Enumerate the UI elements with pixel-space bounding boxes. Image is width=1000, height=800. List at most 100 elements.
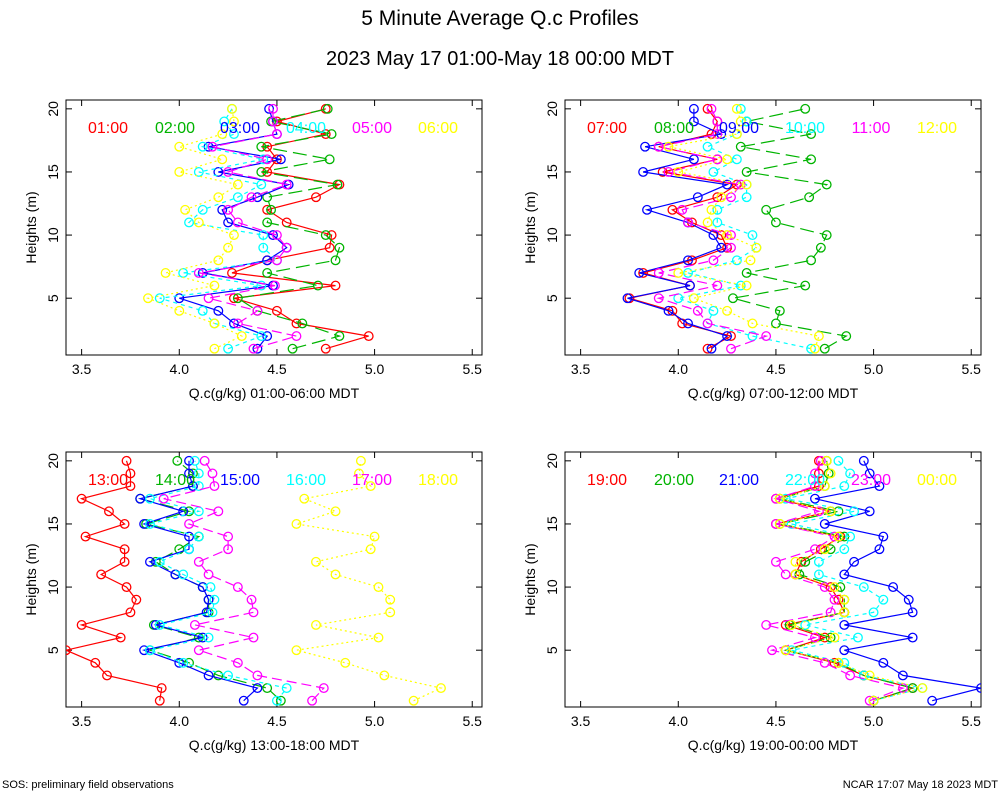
data-point bbox=[800, 619, 811, 630]
data-point bbox=[318, 683, 329, 694]
data-point bbox=[121, 582, 132, 593]
x-tick-label: 4.0 bbox=[170, 361, 190, 377]
data-point bbox=[741, 267, 752, 278]
data-point bbox=[839, 645, 850, 656]
data-point bbox=[236, 331, 247, 342]
legend-label: 19:00 bbox=[587, 472, 627, 489]
data-point bbox=[213, 192, 224, 203]
series-line-10:00 bbox=[676, 108, 812, 350]
data-point bbox=[825, 544, 836, 555]
data-point bbox=[160, 267, 171, 278]
data-point bbox=[845, 531, 856, 542]
data-point bbox=[223, 343, 234, 354]
y-tick-label: 5 bbox=[544, 646, 560, 654]
data-point bbox=[209, 343, 220, 354]
data-point bbox=[76, 619, 87, 630]
y-tick-label: 15 bbox=[45, 516, 61, 532]
data-point bbox=[878, 657, 889, 668]
data-point bbox=[688, 154, 699, 165]
series-line-15:00 bbox=[137, 460, 259, 702]
legend-label: 23:00 bbox=[851, 472, 891, 489]
data-point bbox=[819, 544, 830, 555]
x-tick-label: 4.5 bbox=[267, 361, 287, 377]
data-point bbox=[125, 481, 136, 492]
data-point bbox=[780, 645, 791, 656]
data-point bbox=[806, 154, 817, 165]
data-point bbox=[741, 192, 752, 203]
plot-frame bbox=[65, 451, 483, 708]
data-point bbox=[193, 468, 204, 479]
data-point bbox=[728, 293, 738, 304]
data-point bbox=[897, 670, 908, 681]
legend-label: 02:00 bbox=[155, 120, 195, 137]
data-point bbox=[903, 594, 914, 605]
plot-frame bbox=[564, 99, 982, 356]
data-point bbox=[223, 544, 234, 555]
data-point bbox=[878, 594, 889, 605]
data-point bbox=[858, 670, 869, 681]
data-point bbox=[115, 632, 126, 643]
x-tick-label: 5.0 bbox=[365, 361, 385, 377]
data-point bbox=[135, 493, 146, 504]
data-point bbox=[154, 293, 165, 304]
data-point bbox=[193, 481, 204, 492]
data-point bbox=[813, 331, 824, 342]
x-tick-label: 4.5 bbox=[267, 713, 287, 729]
data-point bbox=[248, 632, 259, 643]
data-point bbox=[839, 607, 850, 618]
data-point bbox=[731, 103, 742, 114]
data-point bbox=[324, 242, 335, 253]
data-point bbox=[638, 167, 649, 177]
data-point bbox=[193, 267, 204, 278]
data-point bbox=[653, 267, 664, 278]
series-line-11:00 bbox=[656, 108, 769, 350]
x-tick-label: 3.5 bbox=[72, 713, 92, 729]
data-point bbox=[287, 343, 298, 354]
data-point bbox=[154, 556, 165, 567]
data-point bbox=[158, 493, 169, 504]
data-point bbox=[125, 607, 136, 618]
legend-label: 07:00 bbox=[587, 120, 627, 137]
data-point bbox=[735, 179, 746, 190]
data-point bbox=[258, 230, 269, 241]
data-point bbox=[125, 468, 136, 479]
data-point bbox=[780, 569, 791, 580]
data-point bbox=[119, 519, 130, 529]
data-point bbox=[193, 632, 204, 643]
data-point bbox=[853, 632, 863, 643]
data-point bbox=[291, 519, 302, 529]
data-point bbox=[252, 670, 263, 681]
data-point bbox=[213, 670, 224, 681]
series-line-21:00 bbox=[814, 460, 981, 702]
data-point bbox=[268, 103, 278, 114]
data-point bbox=[256, 331, 267, 342]
data-point bbox=[184, 455, 194, 466]
y-axis-label: Heights (m) bbox=[522, 191, 538, 263]
data-point bbox=[688, 103, 699, 114]
data-point bbox=[825, 506, 836, 517]
data-point bbox=[184, 468, 194, 479]
legend-label: 08:00 bbox=[654, 120, 694, 137]
data-point bbox=[330, 255, 341, 266]
data-point bbox=[677, 204, 688, 215]
data-point bbox=[716, 242, 727, 253]
data-point bbox=[223, 167, 234, 177]
data-point bbox=[907, 683, 918, 694]
data-point bbox=[248, 607, 259, 618]
data-point bbox=[76, 493, 87, 504]
data-point bbox=[174, 293, 185, 304]
data-point bbox=[741, 179, 752, 190]
series-line-07:00 bbox=[629, 108, 739, 350]
data-point bbox=[735, 116, 746, 127]
data-point bbox=[385, 607, 396, 618]
data-point bbox=[154, 619, 165, 630]
y-tick-label: 15 bbox=[544, 164, 560, 180]
data-point bbox=[232, 192, 243, 203]
data-point bbox=[706, 103, 717, 114]
legend-label: 18:00 bbox=[418, 472, 458, 489]
data-point bbox=[917, 683, 928, 694]
data-point bbox=[833, 506, 844, 517]
data-point bbox=[874, 544, 885, 555]
data-point bbox=[790, 556, 801, 567]
